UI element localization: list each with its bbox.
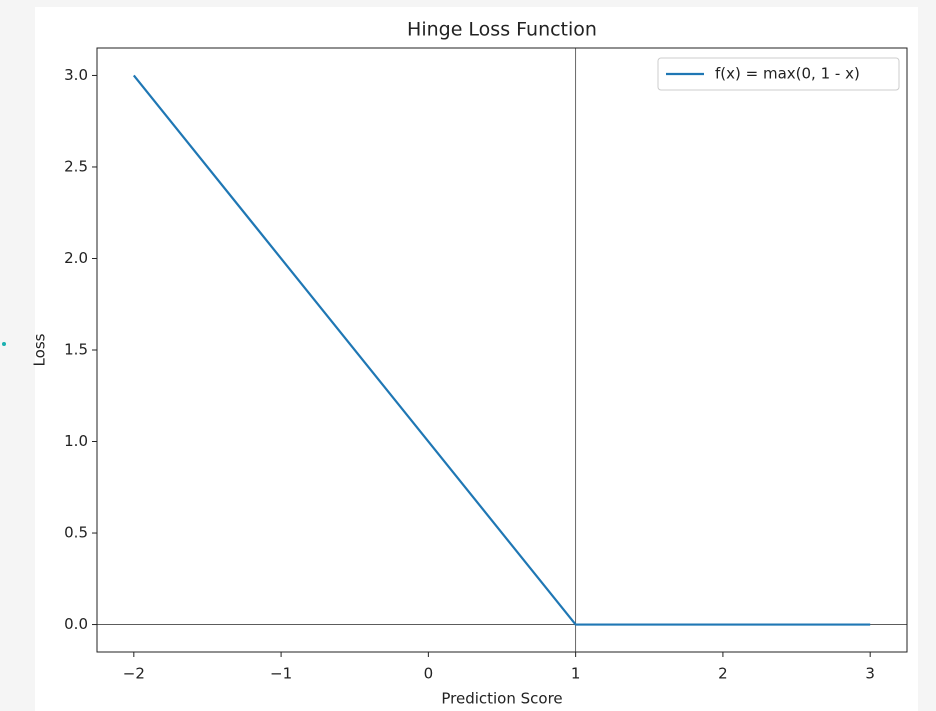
line — [132, 74, 871, 626]
x-tick-label: 3 — [865, 665, 875, 683]
x-tick-label: 1 — [571, 665, 581, 683]
axes-frame — [96, 47, 908, 653]
x-axis-label: Prediction Score — [441, 690, 562, 708]
x-tick-label: 2 — [718, 665, 728, 683]
cell-marker — [2, 342, 6, 346]
y-tick-label: 3.0 — [64, 66, 88, 84]
y-tick-label: 2.0 — [64, 249, 88, 267]
x-tick-label: −2 — [123, 665, 145, 683]
legend-box — [657, 57, 900, 91]
panel — [35, 7, 918, 711]
y-tick-label: 2.5 — [64, 157, 88, 175]
y-tick-label: 1.0 — [64, 432, 88, 450]
y-axis-label: Loss — [31, 333, 49, 366]
x-tick-label: −1 — [270, 665, 292, 683]
legend-label: f(x) = max(0, 1 - x) — [715, 65, 860, 83]
y-tick-label: 0.5 — [64, 524, 88, 542]
x-tick-label: 0 — [424, 665, 434, 683]
chart-title: Hinge Loss Function — [407, 19, 597, 41]
y-tick-label: 0.0 — [64, 615, 88, 633]
y-tick-label: 1.5 — [64, 341, 88, 359]
